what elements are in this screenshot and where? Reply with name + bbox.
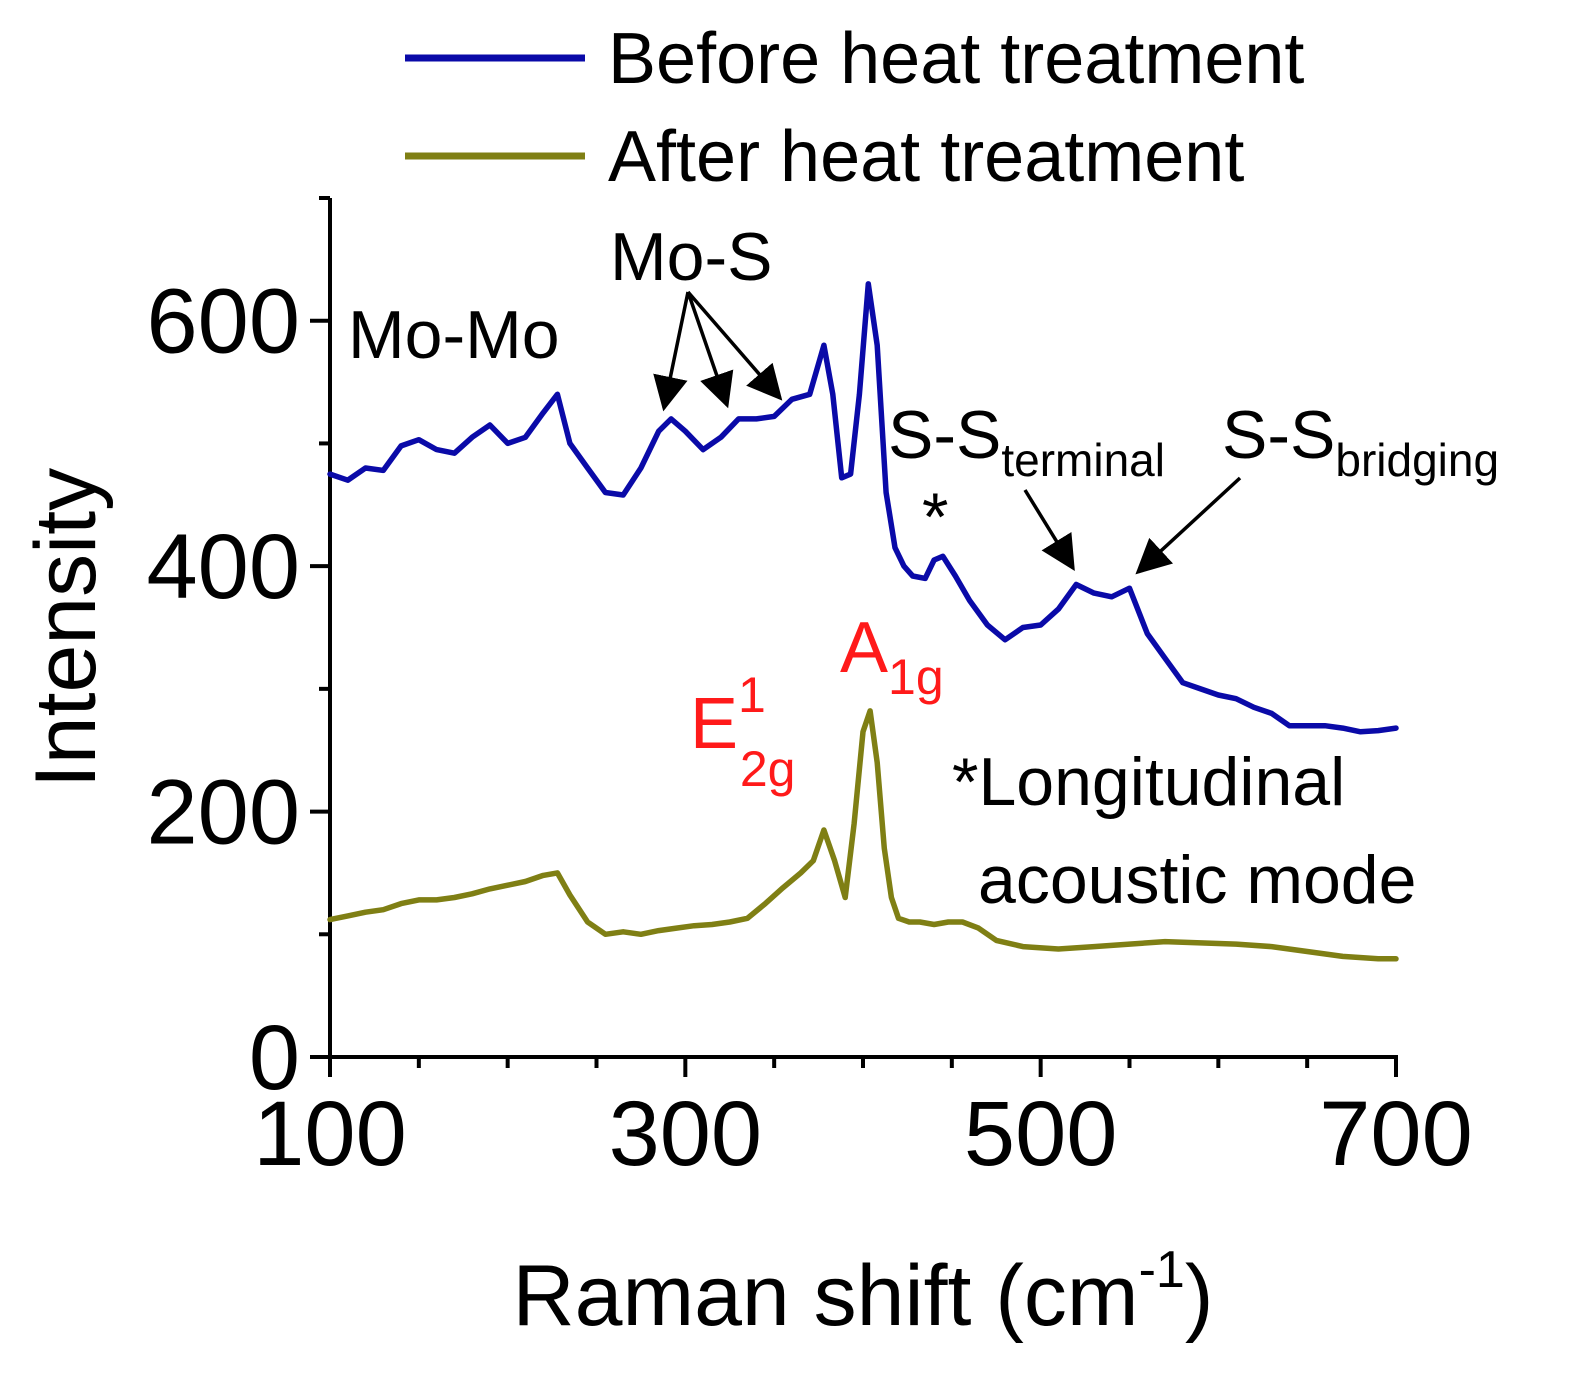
y-tick-label: 0 [249,1007,300,1109]
x-tick-label: 100 [253,1083,407,1185]
annotation-ss-bridging: S-Sbridging [1222,397,1499,486]
annotation-a1g: A1g [840,608,944,705]
x-axis-title: Raman shift (cm-1) [513,1241,1214,1344]
legend-label-after: After heat treatment [608,117,1244,197]
arrow-mo-s-3 [686,290,783,401]
series-lines [327,281,1399,962]
annotation-mo-mo: Mo-Mo [348,297,560,373]
y-ticks: 0 200 400 600 [147,196,330,1109]
annotation-e12g: E1 2g [690,667,795,797]
annotation-mo-s: Mo-S [610,219,772,295]
series-before-heat-treatment [327,281,1399,735]
legend-label-before: Before heat treatment [608,19,1304,99]
y-tick-label: 200 [147,762,301,864]
legend: Before heat treatment After heat treatme… [405,19,1304,197]
annotation-ss-terminal: S-Sterminal [888,397,1165,486]
x-tick-label: 500 [964,1083,1118,1185]
series-after-heat-treatment [327,708,1399,962]
y-axis-title: Intensity [18,468,114,788]
annotation-note-line1: *Longitudinal [952,744,1345,820]
annotation-note-line2: acoustic mode [978,842,1416,918]
arrow-mo-s-2 [686,291,734,409]
annotation-star: * [922,479,948,555]
arrow-ss-terminal [1023,489,1075,571]
y-tick-label: 600 [147,271,301,373]
arrow-mo-s-1 [653,291,690,412]
arrow-ss-bridging [1135,476,1242,575]
x-tick-label: 700 [1319,1083,1473,1185]
y-tick-label: 400 [147,516,301,618]
x-ticks: 100 300 500 700 [253,1057,1473,1185]
annotations: Mo-Mo Mo-S S-Sterminal S-Sbridging * E1 2… [348,219,1499,918]
axes: 100 300 500 700 0 200 400 600 [147,196,1473,1185]
x-tick-label: 300 [609,1083,763,1185]
